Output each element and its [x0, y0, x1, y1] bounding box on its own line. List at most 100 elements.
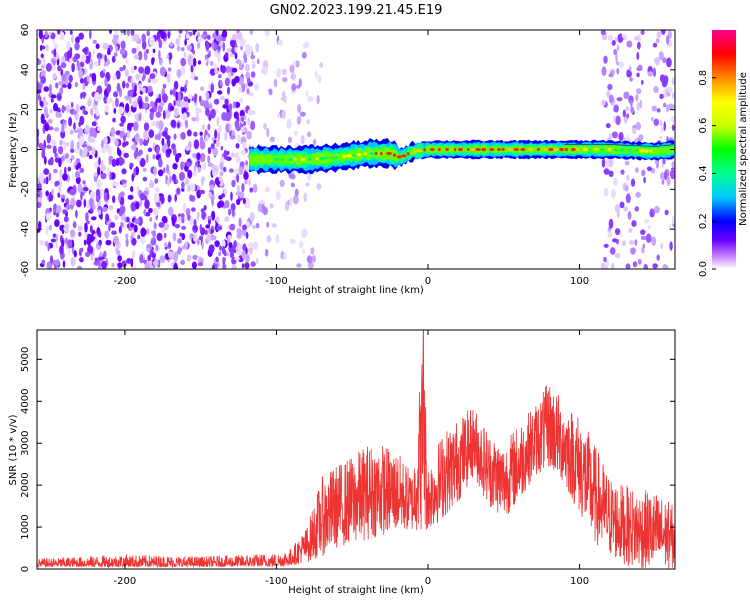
noise-speckle [48, 224, 53, 231]
noise-speckle [182, 202, 187, 212]
noise-speckle [105, 213, 110, 222]
signal-core-mark [429, 147, 435, 152]
noise-speckle [307, 96, 314, 102]
noise-speckle [651, 105, 657, 112]
noise-speckle [61, 73, 67, 82]
noise-speckle [158, 50, 161, 60]
signal-core-mark [423, 148, 426, 152]
noise-speckle [214, 129, 218, 139]
noise-speckle [196, 152, 201, 161]
signal-core-mark [619, 148, 625, 152]
noise-speckle [77, 162, 82, 169]
noise-speckle [79, 115, 85, 126]
noise-speckle [236, 173, 240, 183]
noise-speckle [139, 138, 144, 146]
noise-speckle [102, 68, 106, 73]
spectrogram-ytick-label: 40 [20, 63, 31, 76]
noise-speckle [103, 250, 107, 259]
noise-speckle [157, 133, 161, 141]
noise-speckle [230, 152, 235, 158]
snr-ytick-label: 5000 [20, 347, 31, 372]
noise-speckle [187, 184, 191, 192]
noise-speckle [184, 178, 190, 185]
noise-speckle [59, 245, 64, 255]
noise-speckle [166, 73, 171, 83]
noise-speckle [41, 69, 46, 79]
noise-speckle [135, 201, 140, 210]
noise-speckle [64, 166, 67, 175]
noise-speckle [118, 210, 123, 217]
noise-speckle [275, 233, 280, 244]
noise-speckle [125, 57, 129, 64]
noise-speckle [626, 134, 630, 142]
noise-speckle [148, 208, 153, 213]
noise-speckle [663, 87, 668, 98]
noise-speckle [52, 58, 56, 66]
noise-speckle [243, 171, 249, 180]
noise-speckle [208, 228, 211, 234]
spectrogram-ytick-label: -40 [20, 221, 31, 237]
noise-speckle [225, 112, 230, 117]
noise-speckle [39, 44, 43, 52]
noise-speckle [192, 254, 198, 260]
noise-speckle [173, 99, 176, 107]
signal-core-mark [626, 148, 632, 152]
noise-speckle [289, 238, 296, 245]
noise-speckle [180, 57, 187, 67]
noise-speckle [236, 233, 242, 239]
noise-speckle [660, 30, 666, 35]
noise-speckle [72, 173, 75, 180]
noise-speckle [41, 149, 46, 159]
noise-speckle [75, 170, 80, 179]
noise-speckle [225, 66, 232, 74]
noise-speckle [126, 223, 130, 229]
noise-speckle [184, 84, 187, 93]
noise-speckle [642, 243, 646, 249]
noise-speckle [101, 260, 108, 269]
noise-speckle [131, 250, 136, 259]
noise-speckle [232, 101, 236, 109]
noise-speckle [104, 230, 109, 238]
noise-speckle [98, 256, 104, 261]
noise-speckle [83, 187, 89, 192]
noise-speckle [269, 136, 275, 143]
noise-speckle [279, 179, 285, 187]
noise-speckle [627, 210, 632, 220]
noise-speckle [135, 45, 140, 52]
noise-speckle [168, 251, 174, 259]
noise-speckle [73, 110, 77, 115]
noise-speckle [167, 194, 172, 203]
noise-speckle [222, 41, 226, 52]
noise-speckle [647, 225, 652, 230]
noise-speckle [601, 99, 606, 106]
noise-speckle [229, 135, 236, 140]
noise-speckle [211, 264, 215, 269]
noise-speckle [112, 135, 116, 144]
noise-speckle [199, 135, 204, 146]
noise-speckle [128, 95, 132, 104]
noise-speckle [659, 93, 664, 99]
noise-speckle [234, 119, 240, 129]
noise-speckle [295, 60, 300, 68]
noise-speckle [53, 103, 58, 112]
snr-xlabel: Height of straight line (km) [288, 585, 424, 596]
noise-speckle [646, 166, 652, 172]
noise-speckle [152, 230, 157, 238]
noise-speckle [203, 205, 207, 211]
signal-core-mark [300, 157, 306, 162]
noise-speckle [668, 224, 672, 231]
noise-speckle [40, 119, 47, 124]
noise-speckle [84, 222, 88, 233]
noise-speckle [614, 253, 621, 259]
noise-speckle [238, 217, 242, 228]
signal-core-mark [273, 157, 280, 162]
noise-speckle [79, 78, 84, 84]
noise-speckle [228, 103, 233, 111]
noise-speckle [234, 101, 241, 108]
noise-speckle [115, 157, 120, 167]
noise-speckle [151, 120, 156, 127]
signal-core-mark [466, 147, 470, 152]
noise-speckle [58, 145, 64, 155]
noise-speckle [173, 263, 179, 269]
